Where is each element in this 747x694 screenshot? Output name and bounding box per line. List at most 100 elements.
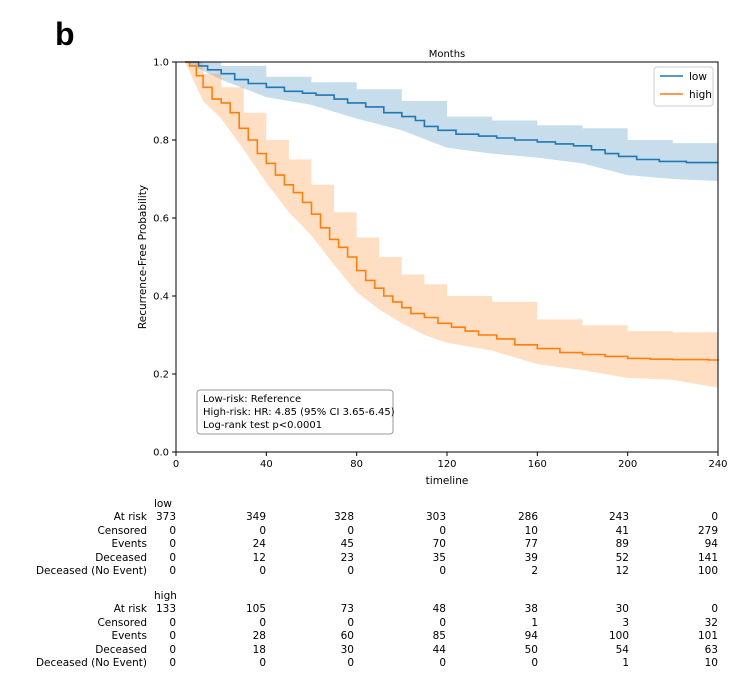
y-tick-label: 1.0 <box>153 58 169 69</box>
risk-cell: 0 <box>169 630 176 643</box>
risk-cell: 12 <box>615 565 629 577</box>
risk-cell: 1 <box>622 657 629 669</box>
risk-cell: 30 <box>615 603 629 616</box>
risk-cell: 35 <box>432 551 446 564</box>
risk-cell: 44 <box>432 643 446 656</box>
risk-cell: 28 <box>252 630 266 643</box>
risk-cell: 10 <box>704 657 718 669</box>
risk-cell: 0 <box>439 524 446 537</box>
risk-row-label: At risk <box>113 511 147 524</box>
risk-cell: 0 <box>439 657 446 669</box>
annotation-line-3: Log-rank test p<0.0001 <box>203 420 322 431</box>
risk-row-label: Deceased <box>95 551 147 564</box>
risk-cell: 0 <box>259 524 266 537</box>
risk-cell: 0 <box>711 603 718 616</box>
x-axis-label: timeline <box>426 475 469 487</box>
x-tick-label: 80 <box>350 459 363 470</box>
risk-cell: 349 <box>245 511 266 524</box>
risk-cell: 30 <box>340 643 354 656</box>
x-tick-label: 40 <box>260 459 273 470</box>
risk-cell: 101 <box>697 630 718 643</box>
risk-cell: 32 <box>704 616 718 629</box>
survival-curves <box>185 61 719 361</box>
y-tick-label: 0.8 <box>153 136 169 147</box>
axis-ticks: 0 40 80 120 160 200 240 0.0 0.2 0.4 0.6 0.8 1.0 <box>153 58 727 471</box>
risk-cell: 3 <box>622 616 629 629</box>
annotation-line-2: High-risk: HR: 4.85 (95% CI 3.65-6.45) <box>203 407 395 418</box>
risk-cell: 70 <box>432 538 446 551</box>
risk-cell: 100 <box>608 630 629 643</box>
y-tick-label: 0.0 <box>153 448 169 459</box>
y-tick-label: 0.2 <box>153 370 169 381</box>
risk-cell: 45 <box>340 538 354 551</box>
risk-cell: 2 <box>531 565 538 577</box>
risk-cell: 0 <box>259 657 266 669</box>
risk-cell: 1 <box>531 616 538 629</box>
risk-cell: 0 <box>169 538 176 551</box>
risk-cell: 94 <box>704 538 718 551</box>
risk-cell: 48 <box>432 603 446 616</box>
risk-row-label: Events <box>111 630 147 643</box>
risk-cell: 373 <box>155 511 176 524</box>
risk-cell: 0 <box>259 565 266 577</box>
stats-annotation: Low-risk: Reference High-risk: HR: 4.85 … <box>196 389 395 435</box>
curve-high <box>185 61 719 361</box>
panel-label: b <box>55 16 75 52</box>
risk-row-label: Censored <box>97 616 147 629</box>
risk-cell: 0 <box>169 524 176 537</box>
risk-row-label: Events <box>111 538 147 551</box>
risk-row-label: Censored <box>97 524 147 537</box>
legend: low high <box>653 66 714 107</box>
risk-cell: 85 <box>432 630 446 643</box>
risk-cell: 77 <box>524 538 538 551</box>
risk-cell: 54 <box>615 643 629 656</box>
chart-title: Months <box>429 49 466 60</box>
risk-cell: 133 <box>155 603 176 616</box>
y-axis-label: Recurrence-Free Probability <box>137 185 149 329</box>
risk-cell: 141 <box>697 551 718 564</box>
x-tick-label: 240 <box>708 459 727 470</box>
risk-cell: 0 <box>711 511 718 524</box>
risk-cell: 50 <box>524 643 538 656</box>
risk-cell: 0 <box>169 551 176 564</box>
risk-cell: 41 <box>615 524 629 537</box>
risk-cell: 100 <box>697 565 718 577</box>
risk-cell: 0 <box>169 643 176 656</box>
risk-cell: 303 <box>425 511 446 524</box>
risk-cell: 0 <box>439 616 446 629</box>
risk-cell: 0 <box>531 657 538 669</box>
y-tick-label: 0.6 <box>153 214 169 225</box>
risk-cell: 38 <box>524 603 538 616</box>
ci-band-high <box>185 62 718 388</box>
risk-row-label: Deceased (No Event) <box>35 657 147 669</box>
risk-cell: 18 <box>252 643 266 656</box>
risk-cell: 24 <box>252 538 266 551</box>
risk-cell: 0 <box>347 657 354 669</box>
risk-cell: 0 <box>169 657 176 669</box>
risk-cell: 286 <box>517 511 538 524</box>
risk-cell: 279 <box>697 524 718 537</box>
x-tick-label: 200 <box>618 459 637 470</box>
risk-cell: 10 <box>524 524 538 537</box>
risk-row-label: Deceased <box>95 643 147 656</box>
x-tick-label: 160 <box>528 459 547 470</box>
curve-low <box>185 61 718 164</box>
risk-cell: 0 <box>347 616 354 629</box>
risk-cell: 0 <box>259 616 266 629</box>
risk-cell: 0 <box>439 565 446 577</box>
risk-cell: 328 <box>333 511 354 524</box>
risk-group-label-high: high <box>154 590 177 602</box>
risk-row-label: Deceased (No Event) <box>35 565 147 577</box>
x-tick-label: 120 <box>437 459 456 470</box>
risk-cell: 39 <box>524 551 538 564</box>
risk-cell: 105 <box>245 603 266 616</box>
risk-row-label: At risk <box>113 603 147 616</box>
risk-group-label-low: low <box>154 498 172 510</box>
risk-cell: 0 <box>347 524 354 537</box>
risk-cell: 94 <box>524 630 538 643</box>
x-tick-label: 0 <box>173 459 179 470</box>
risk-cell: 243 <box>608 511 629 524</box>
risk-cell: 52 <box>615 551 629 564</box>
annotation-box <box>196 389 394 435</box>
